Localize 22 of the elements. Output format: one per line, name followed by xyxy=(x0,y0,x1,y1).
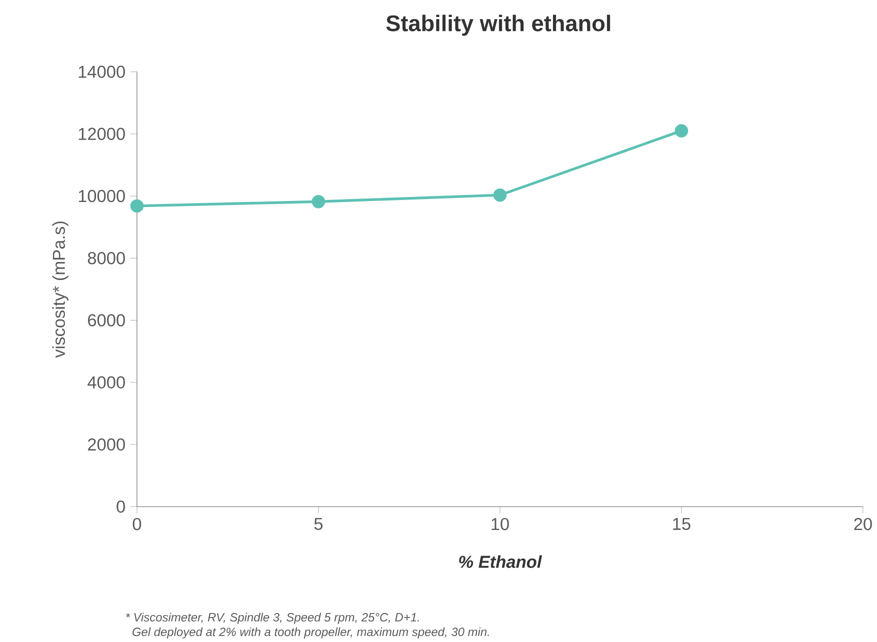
point xyxy=(130,199,144,213)
y-tick-label: 8000 xyxy=(88,252,125,264)
chart-title: Stability with ethanol xyxy=(386,14,610,36)
y-tick-label: 10000 xyxy=(78,190,125,202)
y-tick-label: 6000 xyxy=(88,314,125,326)
y-tick-label: 14000 xyxy=(78,66,125,78)
x-axis-title: % Ethanol xyxy=(459,555,542,568)
y-tick-label: 12000 xyxy=(78,128,125,140)
y-axis-title: viscosity* (mPa.s) xyxy=(52,222,68,358)
y-tick-label: 0 xyxy=(116,500,125,513)
point xyxy=(312,194,326,208)
x-tick-label: 0 xyxy=(132,518,142,530)
x-tick-label: 15 xyxy=(673,518,690,530)
y-tick-label: 2000 xyxy=(88,438,125,450)
x-tick-label: 20 xyxy=(854,518,872,530)
text: * Viscosimeter, RV, Spindle 3, Speed 5 rpm, 25°C, D+1. xyxy=(126,612,419,624)
x-tick-label: 10 xyxy=(492,518,509,530)
point xyxy=(493,188,507,202)
x-tick-label: 5 xyxy=(314,518,323,530)
y-tick-label: 4000 xyxy=(88,376,125,388)
text: Gel deployed at 2% with a tooth propeller, maximum speed, 30 min. xyxy=(132,627,489,638)
point xyxy=(674,124,688,138)
